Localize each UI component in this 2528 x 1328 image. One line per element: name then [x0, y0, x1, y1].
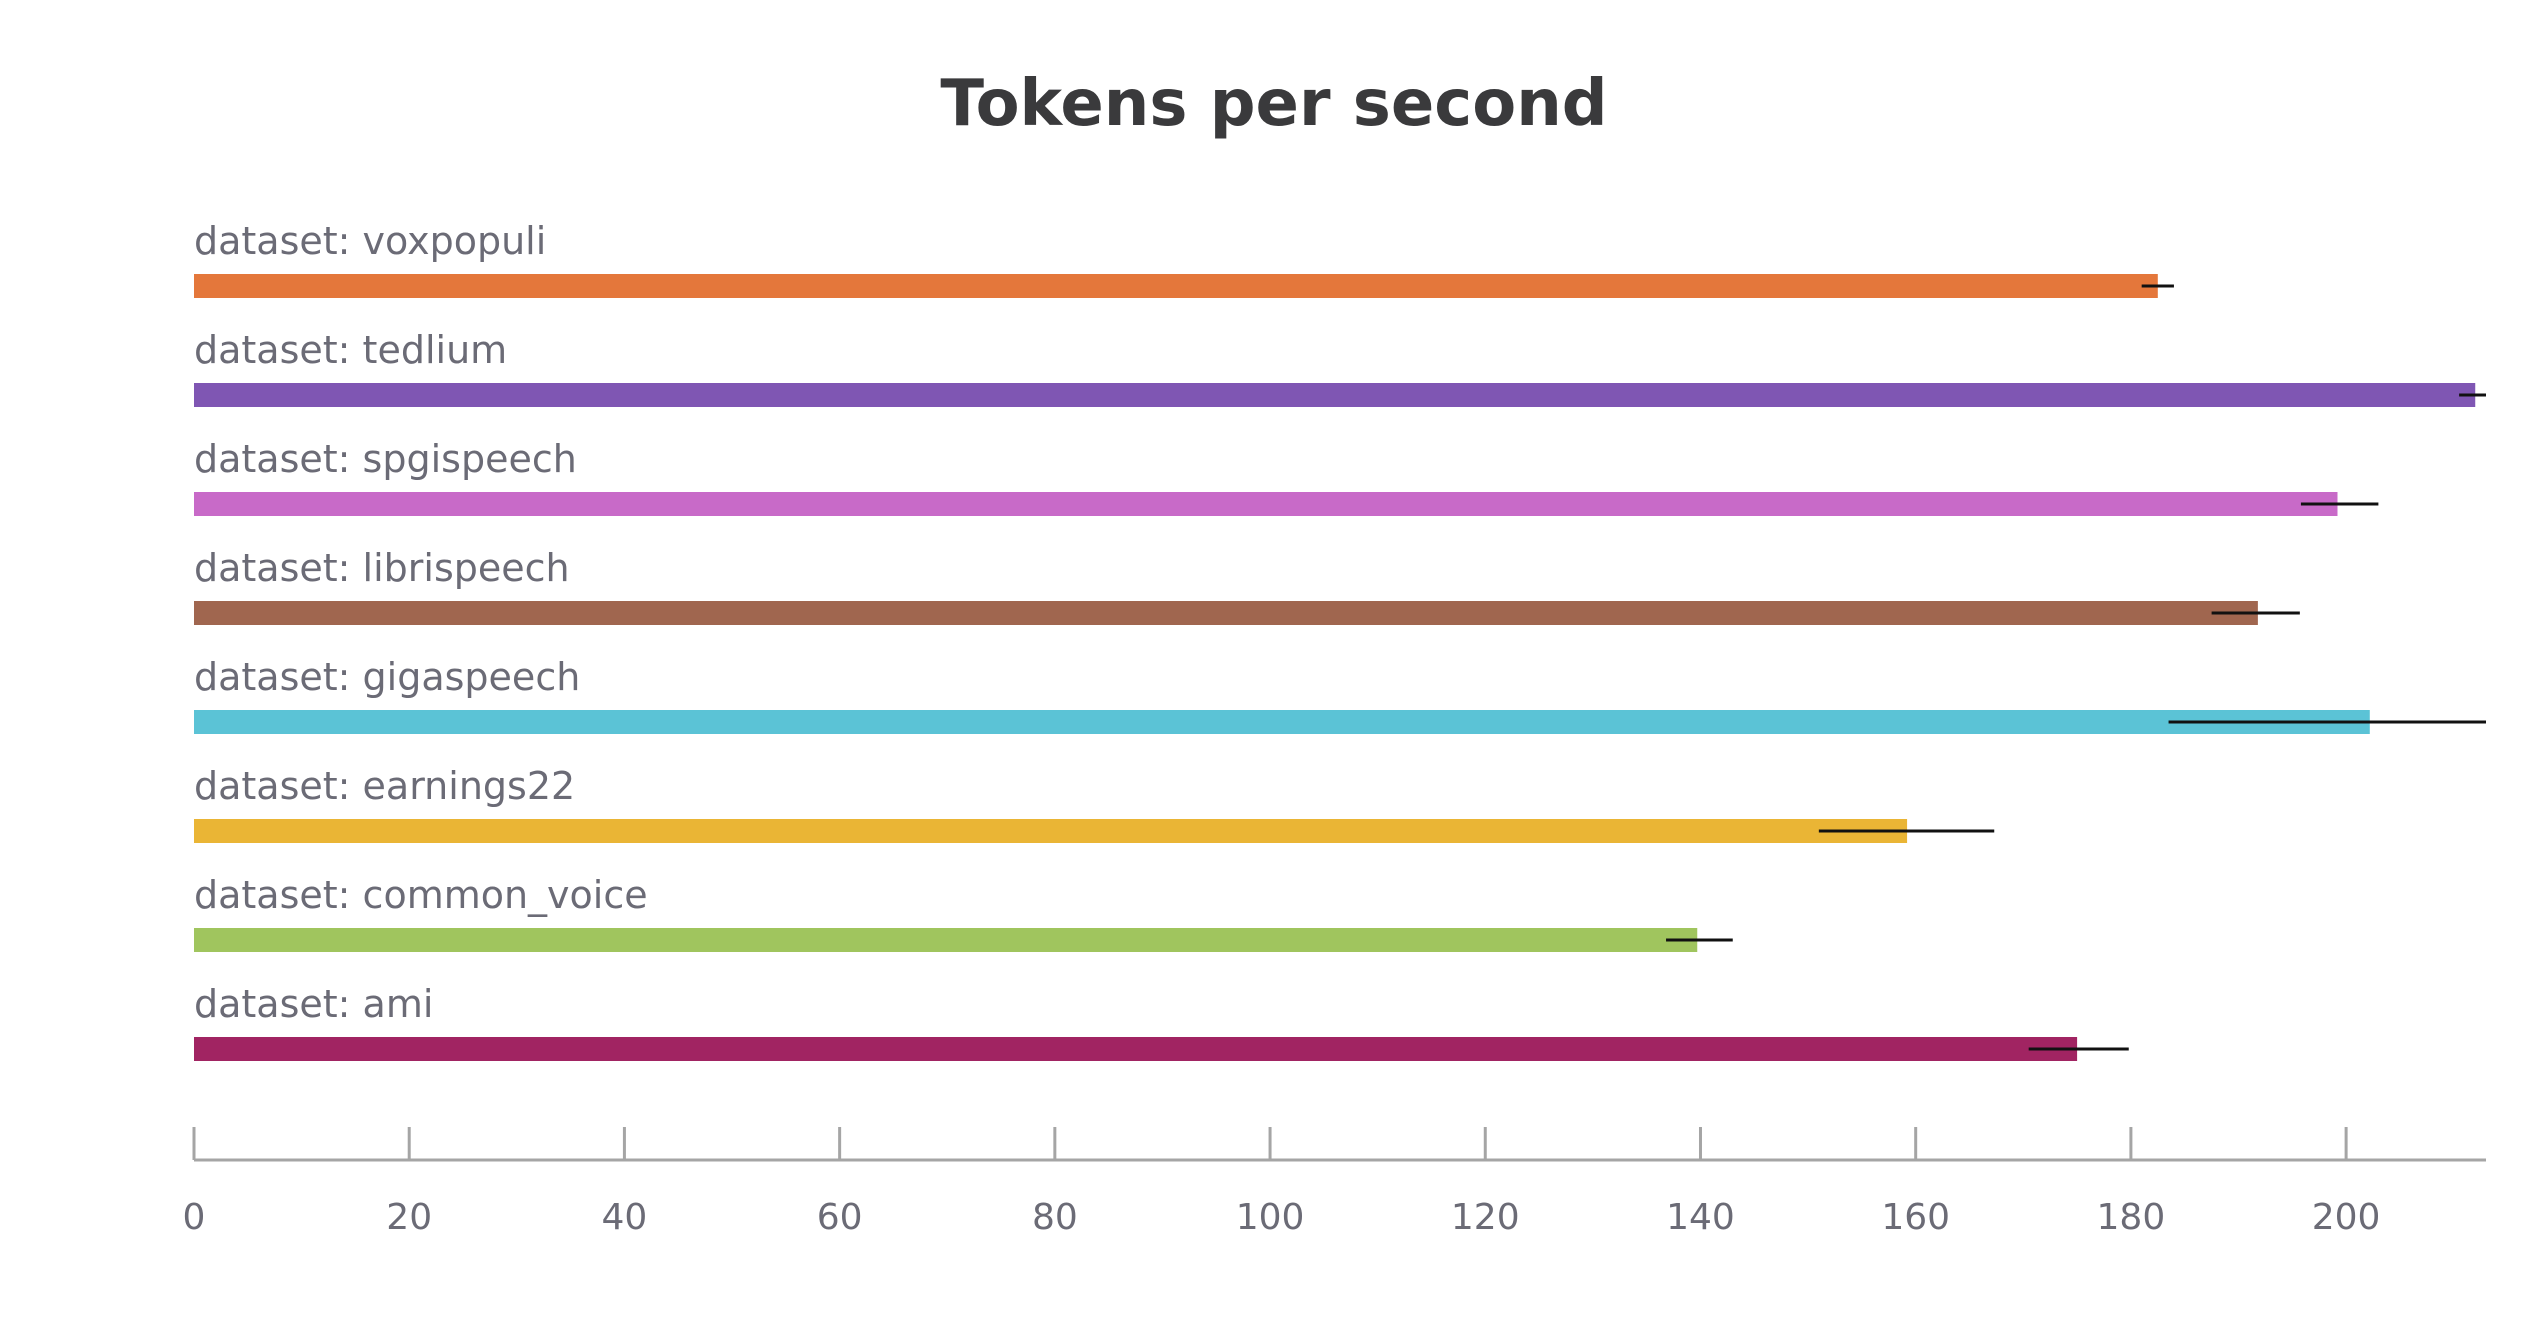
x-tick-label: 20 — [386, 1197, 432, 1238]
chart-title: Tokens per second — [940, 67, 1607, 141]
x-tick-label: 80 — [1032, 1197, 1078, 1238]
x-tick-label: 60 — [817, 1197, 863, 1238]
bar-group-gigaspeech: dataset: gigaspeech — [194, 655, 2486, 734]
bar — [194, 492, 2338, 516]
bar-group-earnings22: dataset: earnings22 — [194, 764, 1995, 843]
x-tick-label: 180 — [2097, 1197, 2166, 1238]
bars-layer: dataset: voxpopuli dataset: tedlium datase… — [194, 219, 2486, 1061]
bar-group-ami: dataset: ami — [194, 982, 2129, 1061]
category-label: dataset: librispeech — [194, 546, 570, 590]
category-label: dataset: common_voice — [194, 873, 648, 917]
category-label: dataset: voxpopuli — [194, 219, 546, 263]
bar — [194, 928, 1698, 952]
bar — [194, 1037, 2078, 1061]
category-label: dataset: tedlium — [194, 328, 507, 372]
bar — [194, 819, 1908, 843]
bar — [194, 710, 2370, 734]
bar-group-common-voice: dataset: common_voice — [194, 873, 1733, 952]
bar-group-librispeech: dataset: librispeech — [194, 546, 2300, 625]
category-label: dataset: ami — [194, 982, 433, 1026]
category-label: dataset: gigaspeech — [194, 655, 580, 699]
category-label: dataset: earnings22 — [194, 764, 575, 808]
bar-group-spgispeech: dataset: spgispeech — [194, 437, 2379, 516]
bar — [194, 274, 2158, 298]
x-tick-label: 100 — [1236, 1197, 1305, 1238]
x-tick-label: 140 — [1666, 1197, 1735, 1238]
bar-group-tedlium: dataset: tedlium — [194, 328, 2486, 407]
category-label: dataset: spgispeech — [194, 437, 577, 481]
x-tick-label: 0 — [183, 1197, 206, 1238]
bar-group-voxpopuli: dataset: voxpopuli — [194, 219, 2174, 298]
x-tick-label: 160 — [1881, 1197, 1950, 1238]
x-axis: 0 20 40 60 80 100 120 140 160 180 200 — [183, 1127, 2486, 1238]
x-tick-label: 120 — [1451, 1197, 1520, 1238]
bar — [194, 601, 2258, 625]
x-tick-label: 40 — [602, 1197, 648, 1238]
x-tick-label: 200 — [2312, 1197, 2381, 1238]
bar — [194, 383, 2476, 407]
